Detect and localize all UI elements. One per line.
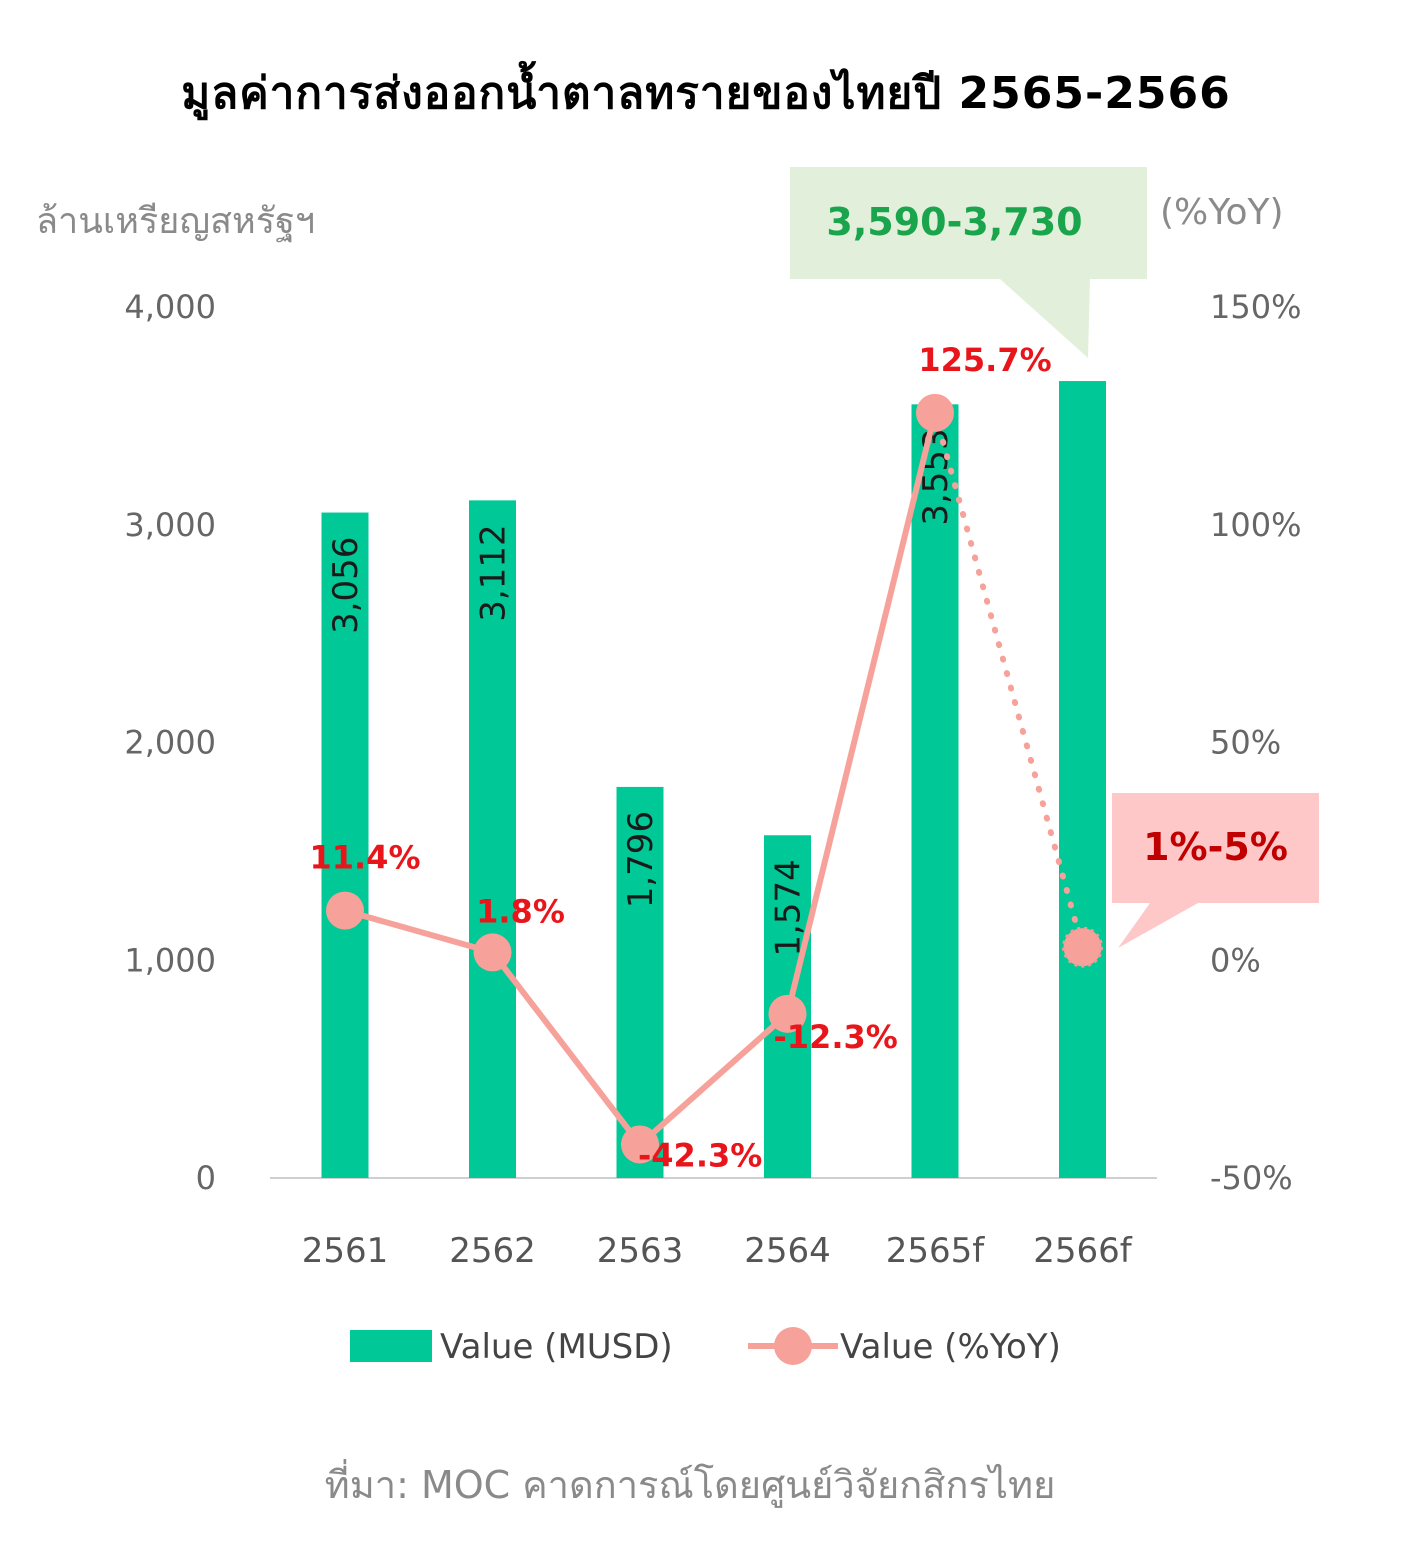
yoy-value-label: -42.3% <box>638 1136 762 1174</box>
yoy-value-label: 1.8% <box>476 892 565 930</box>
source-note: ที่มา: MOC คาดการณ์โดยศูนย์วิจัยกสิกรไทย <box>324 1463 1056 1507</box>
yoy-marker <box>473 933 512 972</box>
forecast-yoy-callout-text: 1%-5% <box>1143 825 1288 869</box>
yoy-line-forecast <box>932 409 1086 951</box>
forecast-value-callout-text: 3,590-3,730 <box>826 200 1082 244</box>
bar <box>616 786 664 1178</box>
bar-value-label: 1,796 <box>621 811 661 908</box>
category-label: 2562 <box>449 1231 536 1271</box>
bar-value-label: 3,056 <box>326 537 366 634</box>
right-tick-label: 0% <box>1210 941 1261 979</box>
legend-label-bar: Value (MUSD) <box>440 1327 673 1367</box>
category-label: 2565f <box>886 1231 986 1271</box>
left-axis-label: ล้านเหรียญสหรัฐฯ <box>36 201 316 242</box>
forecast-yoy-callout <box>1112 793 1319 948</box>
left-tick-label: 4,000 <box>124 288 216 326</box>
legend-label-line: Value (%YoY) <box>840 1327 1061 1367</box>
right-tick-label: 100% <box>1210 506 1301 544</box>
yoy-marker <box>768 994 807 1033</box>
bar <box>911 404 959 1179</box>
yoy-marker <box>621 1125 659 1164</box>
bar <box>469 500 516 1178</box>
yoy-value-label: 125.7% <box>918 341 1051 379</box>
left-tick-label: 3,000 <box>124 506 216 544</box>
left-tick-label: 0 <box>196 1159 216 1197</box>
right-axis-label: (%YoY) <box>1160 192 1284 233</box>
category-label: 2566f <box>1033 1231 1133 1271</box>
right-tick-label: 150% <box>1210 288 1301 326</box>
category-label: 2563 <box>597 1231 684 1271</box>
legend-swatch-bar <box>350 1330 432 1362</box>
yoy-value-label: -12.3% <box>774 1018 898 1056</box>
yoy-marker <box>916 393 954 432</box>
bar <box>1059 381 1106 1178</box>
right-tick-label: -50% <box>1210 1159 1293 1197</box>
bar-value-label: 3,553 <box>916 428 956 525</box>
legend-swatch-marker <box>774 1327 812 1365</box>
left-tick-label: 2,000 <box>124 724 216 762</box>
category-label: 2561 <box>302 1231 389 1271</box>
left-tick-label: 1,000 <box>124 941 216 979</box>
bar-value-label: 1,574 <box>769 859 809 956</box>
yoy-marker <box>326 891 364 930</box>
right-tick-label: 50% <box>1210 724 1281 762</box>
chart-title: มูลค่าการส่งออกน้ำตาลทรายของไทยปี 2565-2… <box>181 68 1231 119</box>
category-label: 2564 <box>744 1231 831 1271</box>
yoy-marker <box>1062 926 1103 968</box>
bar-value-label: 3,112 <box>474 524 514 621</box>
forecast-value-callout <box>790 167 1147 358</box>
yoy-value-label: 11.4% <box>309 839 420 877</box>
bar <box>321 512 369 1178</box>
